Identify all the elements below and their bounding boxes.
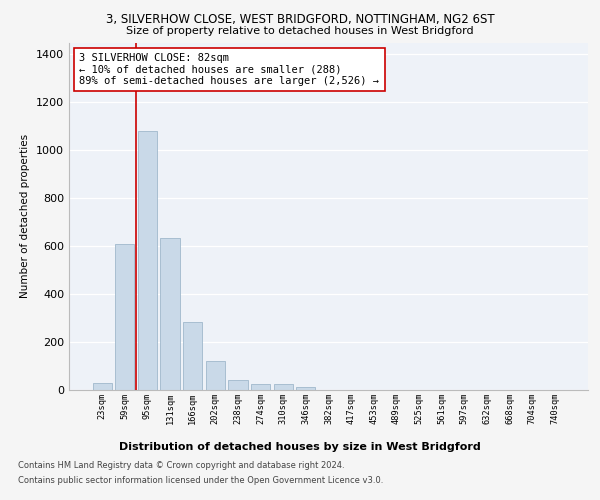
- Bar: [206, 361, 225, 390]
- Bar: [160, 238, 180, 390]
- Text: Contains HM Land Registry data © Crown copyright and database right 2024.: Contains HM Land Registry data © Crown c…: [18, 461, 344, 470]
- Bar: [296, 386, 316, 390]
- Bar: [138, 131, 157, 390]
- Y-axis label: Number of detached properties: Number of detached properties: [20, 134, 31, 298]
- Text: 3 SILVERHOW CLOSE: 82sqm
← 10% of detached houses are smaller (288)
89% of semi-: 3 SILVERHOW CLOSE: 82sqm ← 10% of detach…: [79, 53, 379, 86]
- Bar: [251, 384, 270, 390]
- Bar: [229, 380, 248, 390]
- Text: Contains public sector information licensed under the Open Government Licence v3: Contains public sector information licen…: [18, 476, 383, 485]
- Bar: [183, 322, 202, 390]
- Text: Distribution of detached houses by size in West Bridgford: Distribution of detached houses by size …: [119, 442, 481, 452]
- Text: Size of property relative to detached houses in West Bridgford: Size of property relative to detached ho…: [126, 26, 474, 36]
- Bar: [274, 384, 293, 390]
- Bar: [92, 383, 112, 390]
- Text: 3, SILVERHOW CLOSE, WEST BRIDGFORD, NOTTINGHAM, NG2 6ST: 3, SILVERHOW CLOSE, WEST BRIDGFORD, NOTT…: [106, 12, 494, 26]
- Bar: [115, 244, 134, 390]
